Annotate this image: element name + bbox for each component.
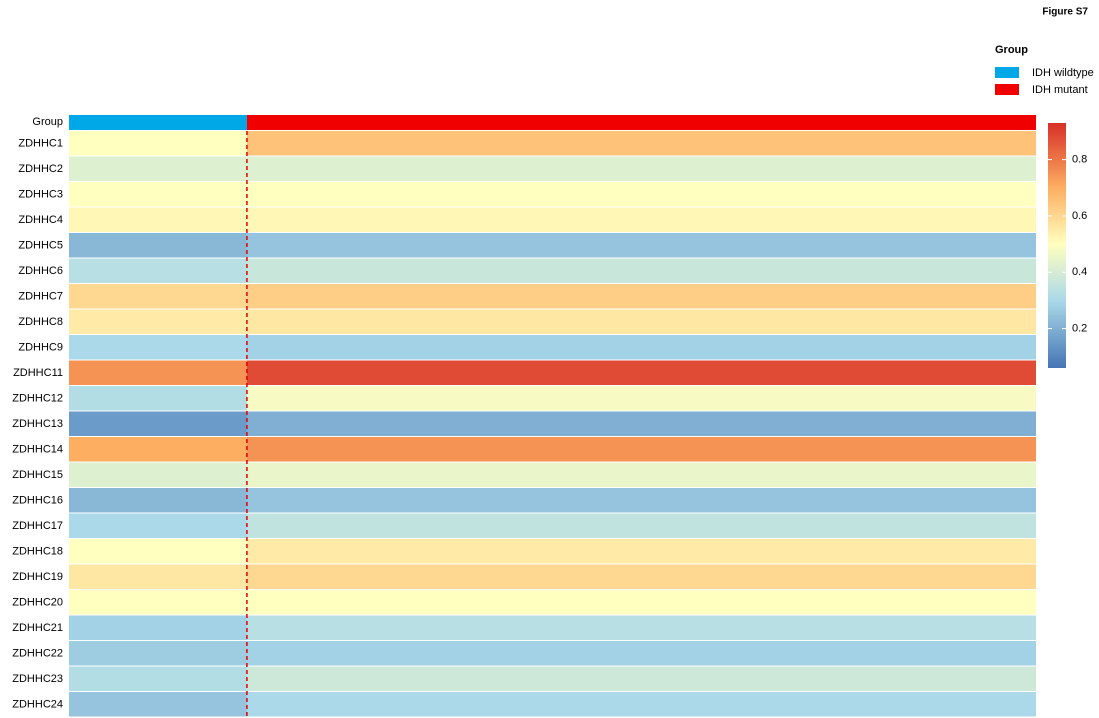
heatmap-cell xyxy=(246,309,1037,334)
heatmap-cell xyxy=(69,590,247,615)
heatmap-cell xyxy=(246,284,1037,309)
heatmap-cell xyxy=(69,207,247,232)
row-label: ZDHHC15 xyxy=(12,469,63,481)
legend-label: IDH wildtype xyxy=(1032,67,1094,79)
heatmap-cell xyxy=(246,513,1037,538)
figure-label: Figure S7 xyxy=(1042,7,1088,18)
row-label: ZDHHC5 xyxy=(18,240,63,252)
heatmap-cell xyxy=(69,564,247,589)
legend-title: Group xyxy=(995,44,1028,56)
row-label: ZDHHC11 xyxy=(13,367,63,379)
heatmap-cell xyxy=(246,233,1037,258)
heatmap-cell xyxy=(246,590,1037,615)
colorbar-tick-label: 0.4 xyxy=(1072,266,1087,278)
heatmap-cell xyxy=(246,462,1037,487)
row-label: ZDHHC4 xyxy=(18,214,63,226)
row-label: ZDHHC20 xyxy=(12,597,63,609)
row-label: ZDHHC9 xyxy=(18,342,63,354)
heatmap-cell xyxy=(69,182,247,207)
heatmap-cell xyxy=(246,182,1037,207)
row-label: ZDHHC2 xyxy=(18,163,63,175)
row-label: ZDHHC24 xyxy=(12,699,63,711)
legend-swatch xyxy=(995,67,1019,78)
row-label: ZDHHC16 xyxy=(12,495,63,507)
heatmap-cell xyxy=(246,539,1037,564)
row-label: ZDHHC18 xyxy=(12,546,63,558)
group-bar xyxy=(69,115,247,130)
heatmap-cell xyxy=(69,258,247,283)
row-label: ZDHHC19 xyxy=(12,571,63,583)
heatmap-cell xyxy=(246,564,1037,589)
heatmap-cell xyxy=(246,411,1037,436)
heatmap-cell xyxy=(69,641,247,666)
group-row-label: Group xyxy=(32,116,63,128)
row-label: ZDHHC14 xyxy=(12,444,63,456)
colorbar-tick-label: 0.2 xyxy=(1072,322,1087,334)
heatmap-cell xyxy=(246,131,1037,156)
heatmap-cell xyxy=(246,258,1037,283)
heatmap-cell xyxy=(69,309,247,334)
heatmap-cell xyxy=(246,335,1037,360)
heatmap-cell xyxy=(246,360,1037,385)
row-label: ZDHHC6 xyxy=(18,265,63,277)
heatmap-cell xyxy=(69,666,247,691)
row-label: ZDHHC7 xyxy=(18,291,63,303)
heatmap-cell xyxy=(69,488,247,513)
heatmap-cell xyxy=(69,615,247,640)
row-label: ZDHHC22 xyxy=(12,648,63,660)
heatmap-cell xyxy=(69,539,247,564)
group-bar xyxy=(246,115,1037,130)
heatmap-cell xyxy=(246,207,1037,232)
row-label: ZDHHC8 xyxy=(18,316,63,328)
row-label: ZDHHC13 xyxy=(12,418,63,430)
heatmap-cell xyxy=(69,233,247,258)
heatmap-cell xyxy=(246,437,1037,462)
legend-swatch xyxy=(995,84,1019,95)
colorbar xyxy=(1048,123,1066,368)
heatmap-cell xyxy=(246,156,1037,181)
heatmap-cell xyxy=(69,462,247,487)
row-label: ZDHHC1 xyxy=(18,138,63,150)
legend-label: IDH mutant xyxy=(1032,84,1088,96)
colorbar-tick-label: 0.6 xyxy=(1072,210,1087,222)
heatmap-cell xyxy=(246,488,1037,513)
heatmap-cell xyxy=(69,360,247,385)
heatmap-cell xyxy=(246,666,1037,691)
heatmap-cell xyxy=(69,284,247,309)
heatmap-cell xyxy=(246,615,1037,640)
row-label: ZDHHC21 xyxy=(12,622,63,634)
heatmap-cell xyxy=(246,692,1037,717)
row-label: ZDHHC3 xyxy=(18,189,63,201)
colorbar-tick-label: 0.8 xyxy=(1072,154,1087,166)
heatmap-cell xyxy=(246,386,1037,411)
row-label: ZDHHC17 xyxy=(12,520,63,532)
heatmap-cell xyxy=(69,335,247,360)
heatmap-cell xyxy=(69,411,247,436)
heatmap-cell xyxy=(69,156,247,181)
heatmap-cell xyxy=(246,641,1037,666)
row-label: ZDHHC12 xyxy=(12,393,63,405)
heatmap-cell xyxy=(69,131,247,156)
heatmap-cell xyxy=(69,513,247,538)
row-label: ZDHHC23 xyxy=(12,673,63,685)
heatmap-cell xyxy=(69,386,247,411)
heatmap-cell xyxy=(69,692,247,717)
heatmap-cell xyxy=(69,437,247,462)
